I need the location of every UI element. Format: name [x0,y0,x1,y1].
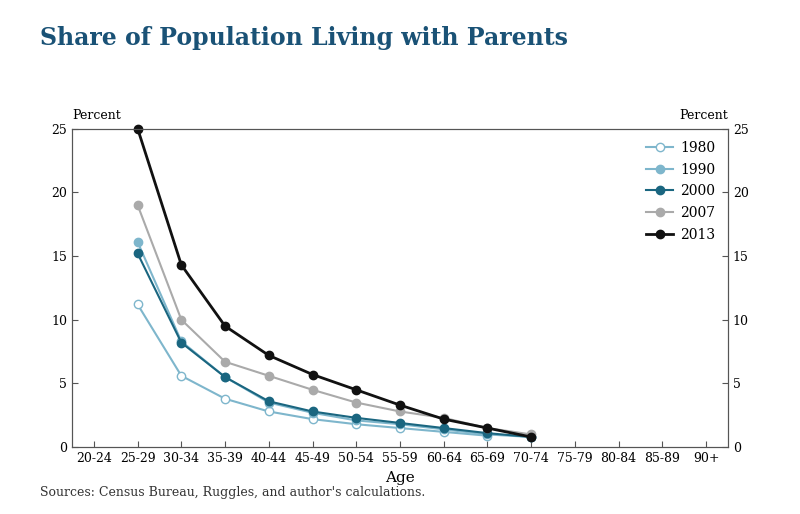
2000 [220,374,230,380]
2007 [482,425,492,431]
2007 [526,431,536,437]
2013 [264,352,274,358]
1980 [308,416,318,422]
1980 [482,433,492,439]
2007 [264,373,274,379]
2000 [439,425,449,431]
2013 [133,125,142,132]
2007 [439,415,449,421]
2013 [351,387,361,393]
Legend: 1980, 1990, 2000, 2007, 2013: 1980, 1990, 2000, 2007, 2013 [640,136,721,247]
Text: Share of Population Living with Parents: Share of Population Living with Parents [40,26,568,50]
2000 [308,409,318,415]
1990 [395,421,405,427]
1980 [395,425,405,431]
2013 [395,402,405,408]
X-axis label: Age: Age [385,471,415,485]
Text: Percent: Percent [72,109,121,122]
1990 [439,426,449,432]
Text: Sources: Census Bureau, Ruggles, and author's calculations.: Sources: Census Bureau, Ruggles, and aut… [40,486,426,499]
2000 [526,434,536,440]
1980 [220,396,230,402]
2000 [177,340,186,346]
2013 [439,416,449,422]
1990 [526,434,536,440]
1990 [308,410,318,416]
2007 [351,399,361,406]
Text: Percent: Percent [679,109,728,122]
2013 [308,372,318,378]
2000 [351,415,361,421]
Line: 2000: 2000 [134,249,535,441]
2007 [308,387,318,393]
1990 [133,239,142,245]
Line: 2013: 2013 [134,124,535,441]
1980 [177,373,186,379]
2007 [220,359,230,365]
1990 [351,417,361,424]
2007 [133,202,142,208]
1990 [482,431,492,437]
1980 [133,301,142,307]
2013 [526,434,536,440]
2007 [395,409,405,415]
2000 [482,430,492,436]
1990 [264,399,274,406]
2013 [177,262,186,268]
Line: 2007: 2007 [134,201,535,438]
Line: 1980: 1980 [134,300,492,440]
1990 [177,338,186,344]
1980 [439,429,449,435]
2007 [177,317,186,323]
Line: 1990: 1990 [134,238,535,441]
2000 [264,398,274,405]
1980 [351,421,361,427]
2000 [133,250,142,256]
1990 [220,374,230,380]
1980 [264,409,274,415]
2000 [395,420,405,426]
2013 [220,323,230,329]
2013 [482,425,492,431]
